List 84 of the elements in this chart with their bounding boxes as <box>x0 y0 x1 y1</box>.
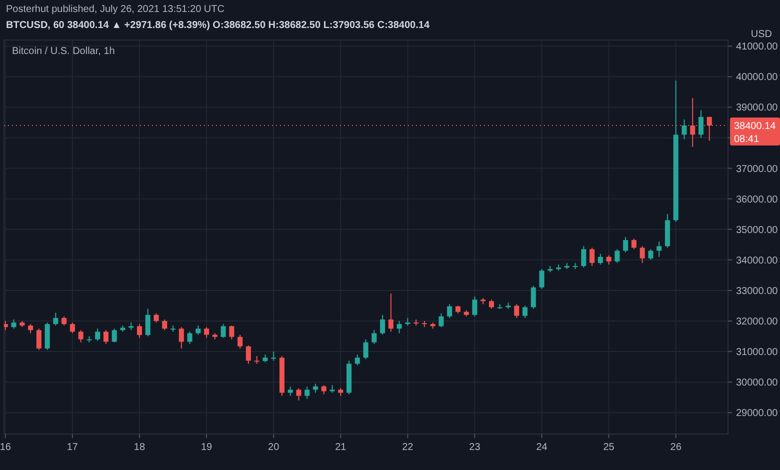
candlestick <box>472 296 478 317</box>
y-axis-title: USD <box>750 29 772 40</box>
candlestick <box>288 386 293 396</box>
y-tick-label: 39000.00 <box>736 102 778 114</box>
ref-line-label: 38400.14 <box>734 121 776 132</box>
candlestick <box>4 320 8 331</box>
candlestick <box>354 354 360 366</box>
candlestick <box>623 236 628 253</box>
candlestick <box>380 314 386 336</box>
candlestick <box>254 356 260 364</box>
candlestick <box>103 330 108 344</box>
candlestick <box>187 331 192 344</box>
candlestick <box>396 320 402 334</box>
candlestick <box>78 330 84 343</box>
candlestick <box>304 386 310 400</box>
candlestick <box>363 338 368 360</box>
y-tick-label: 29000.00 <box>736 408 778 420</box>
y-tick-label: 37000.00 <box>736 164 778 175</box>
candlestick <box>70 322 75 334</box>
candlestick <box>162 318 168 331</box>
x-tick-label: 26 <box>670 442 682 453</box>
candlestick <box>62 316 67 326</box>
candlestick <box>656 241 662 258</box>
candlestick <box>28 324 34 334</box>
candlestick <box>631 238 636 250</box>
x-tick-label: 22 <box>402 442 414 453</box>
candlestick <box>53 312 58 326</box>
candlestick <box>178 326 184 349</box>
candlestick <box>522 305 528 318</box>
text: Bitcoin / U.S. Dollar, 1h <box>12 46 115 57</box>
candlestick <box>581 246 586 268</box>
y-tick-label: 30000.00 <box>736 378 778 389</box>
y-tick-label: 31000.00 <box>736 347 778 358</box>
candlestick <box>145 308 150 337</box>
candlestick <box>271 351 276 362</box>
x-tick-label: 20 <box>268 442 280 453</box>
candlestick <box>112 328 117 343</box>
y-tick-label: 33000.00 <box>736 286 778 297</box>
y-tick-label: 41000.00 <box>736 42 778 53</box>
candlestick <box>648 248 654 260</box>
candlestick <box>614 248 620 264</box>
candlestick <box>154 312 159 324</box>
text: 08:41 <box>734 134 760 146</box>
y-tick-label: 40000.00 <box>736 72 778 84</box>
candlestick <box>220 324 226 338</box>
chart-subtitle: BTCUSD, 60 38400.14 ▲ +2971.86 (+8.39%) O:38682.50 H:38682.50 L:37903.56 C:38400.14 <box>6 20 430 31</box>
candlestick <box>321 384 326 395</box>
y-tick-label: 34000.00 <box>736 255 778 266</box>
x-tick-label: 17 <box>66 442 78 453</box>
candlestick <box>606 254 612 265</box>
candlestick <box>530 285 536 310</box>
x-tick-label: 21 <box>335 442 347 453</box>
x-tick-label: 25 <box>603 442 615 453</box>
y-tick-label: 36000.00 <box>736 194 778 206</box>
y-tick-label: 35000.00 <box>736 224 778 236</box>
x-tick-label: 23 <box>469 442 481 453</box>
candlestick <box>640 246 645 264</box>
candlestick <box>372 330 377 344</box>
x-tick-label: 16 <box>0 442 12 453</box>
candlestick <box>238 334 243 349</box>
candlestick <box>196 325 201 336</box>
candlestick <box>590 247 595 267</box>
candlestick <box>36 328 42 351</box>
x-tick-label: 24 <box>536 442 548 453</box>
y-tick-label: 32000.00 <box>736 316 778 328</box>
candlestick <box>95 328 100 342</box>
candlestick <box>229 325 234 340</box>
candlestick <box>11 318 16 330</box>
x-tick-label: 18 <box>134 442 146 453</box>
candlestick <box>598 253 603 265</box>
candlestick <box>388 293 394 332</box>
candlestick <box>246 344 251 364</box>
candlestick <box>296 388 302 401</box>
candlestick <box>514 304 520 318</box>
candlestick <box>682 118 687 140</box>
text: Posterhut published, July 26, 2021 13:51:20 UTC <box>6 4 224 15</box>
candlestick <box>204 326 210 338</box>
candlestick <box>539 268 544 290</box>
candlestick <box>438 312 444 328</box>
x-tick-label: 19 <box>200 442 213 453</box>
candlestick <box>447 304 452 318</box>
candlestick <box>698 110 704 138</box>
candlestick <box>488 299 494 310</box>
candlestick <box>136 324 142 338</box>
